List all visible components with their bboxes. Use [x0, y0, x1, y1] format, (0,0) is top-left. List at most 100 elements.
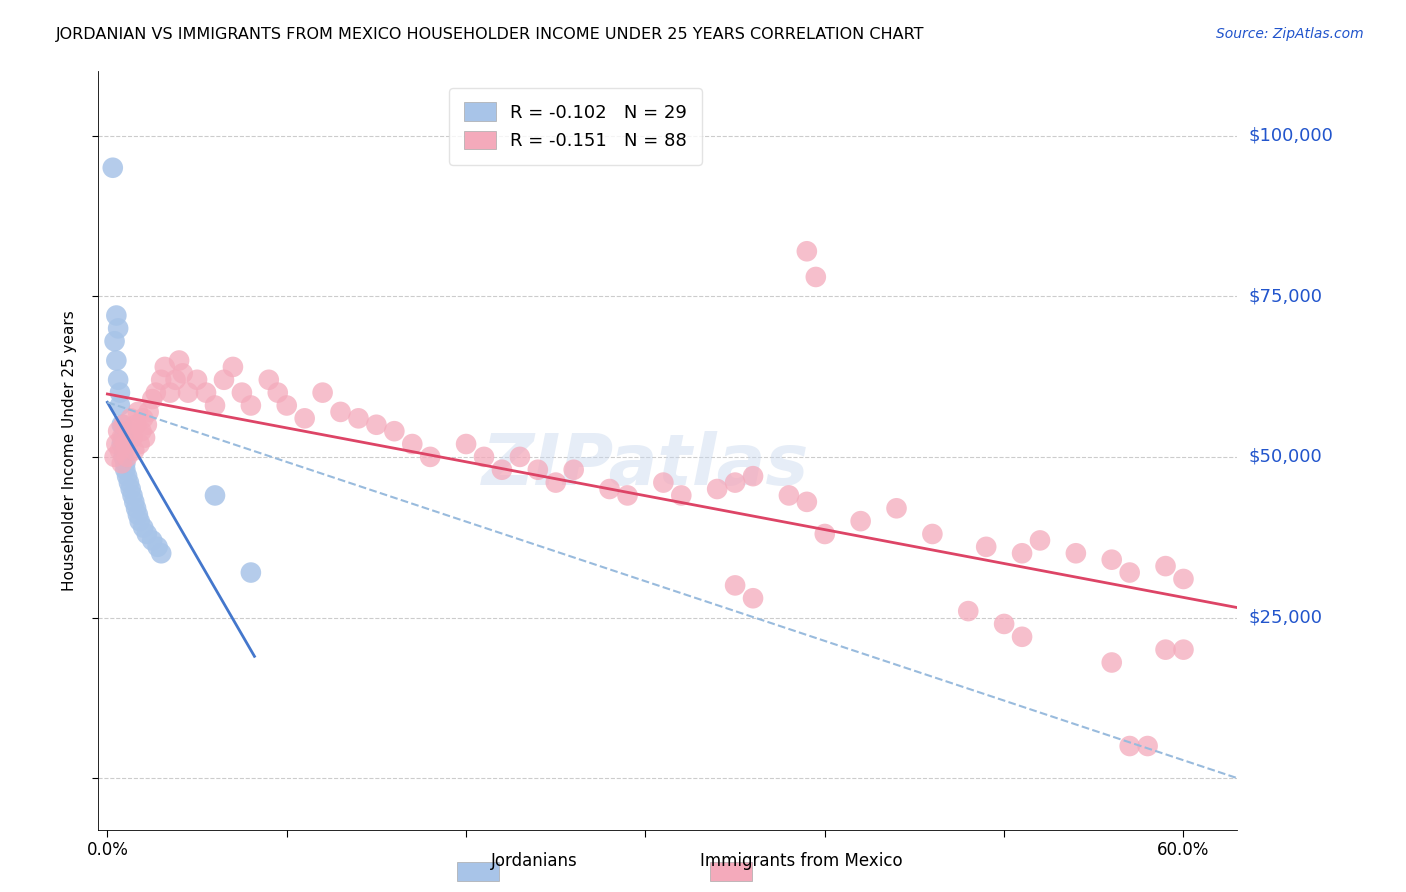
- Point: [150, 546, 173, 560]
- Point: [121, 431, 143, 445]
- Point: [103, 334, 125, 349]
- Point: [1118, 566, 1140, 580]
- Point: [153, 359, 176, 374]
- Point: [562, 463, 585, 477]
- Point: [472, 450, 495, 464]
- Point: [993, 616, 1015, 631]
- Legend: R = -0.102   N = 29, R = -0.151   N = 88: R = -0.102 N = 29, R = -0.151 N = 88: [449, 88, 702, 165]
- Point: [1011, 546, 1033, 560]
- Point: [135, 417, 157, 432]
- Point: [671, 488, 693, 502]
- Point: [165, 373, 187, 387]
- Text: $100,000: $100,000: [1249, 127, 1333, 145]
- Point: [1154, 642, 1177, 657]
- Point: [1136, 739, 1159, 753]
- Point: [138, 405, 160, 419]
- Point: [103, 450, 125, 464]
- Point: [111, 431, 134, 445]
- Point: [112, 450, 135, 464]
- Point: [849, 514, 872, 528]
- Y-axis label: Householder Income Under 25 years: Householder Income Under 25 years: [62, 310, 77, 591]
- Point: [108, 399, 131, 413]
- Text: $25,000: $25,000: [1249, 608, 1323, 626]
- Point: [128, 437, 150, 451]
- Point: [127, 508, 149, 522]
- Point: [419, 450, 441, 464]
- Point: [239, 399, 262, 413]
- Point: [134, 431, 156, 445]
- Point: [101, 161, 124, 175]
- Point: [257, 373, 280, 387]
- Point: [114, 463, 136, 477]
- Point: [150, 373, 173, 387]
- Point: [1029, 533, 1052, 548]
- Point: [167, 353, 190, 368]
- Point: [125, 501, 148, 516]
- Point: [115, 469, 138, 483]
- Point: [132, 520, 155, 534]
- Point: [796, 244, 818, 259]
- Point: [146, 540, 169, 554]
- Point: [124, 443, 146, 458]
- Point: [382, 424, 405, 438]
- Point: [724, 578, 747, 592]
- Point: [239, 566, 262, 580]
- Point: [111, 417, 134, 432]
- Point: [1118, 739, 1140, 753]
- Text: JORDANIAN VS IMMIGRANTS FROM MEXICO HOUSEHOLDER INCOME UNDER 25 YEARS CORRELATIO: JORDANIAN VS IMMIGRANTS FROM MEXICO HOUS…: [56, 27, 925, 42]
- Point: [118, 424, 141, 438]
- Point: [120, 482, 142, 496]
- Point: [1101, 656, 1123, 670]
- Point: [742, 469, 765, 483]
- Point: [527, 463, 550, 477]
- Point: [706, 482, 728, 496]
- Point: [141, 533, 163, 548]
- Point: [124, 495, 146, 509]
- Text: Source: ZipAtlas.com: Source: ZipAtlas.com: [1216, 27, 1364, 41]
- Point: [204, 488, 226, 502]
- Point: [114, 456, 136, 470]
- Point: [804, 270, 827, 285]
- Point: [112, 431, 135, 445]
- Text: $50,000: $50,000: [1249, 448, 1322, 466]
- Point: [267, 385, 290, 400]
- Point: [145, 385, 167, 400]
- Point: [127, 405, 149, 419]
- Point: [128, 514, 150, 528]
- Point: [1064, 546, 1087, 560]
- Point: [599, 482, 621, 496]
- Point: [111, 456, 134, 470]
- Point: [107, 424, 129, 438]
- Point: [231, 385, 253, 400]
- Point: [118, 475, 141, 490]
- Point: [141, 392, 163, 406]
- Point: [108, 385, 131, 400]
- Point: [491, 463, 513, 477]
- Point: [172, 367, 194, 381]
- Point: [454, 437, 477, 451]
- Point: [509, 450, 531, 464]
- Point: [131, 424, 153, 438]
- Point: [778, 488, 800, 502]
- Point: [1173, 642, 1195, 657]
- Point: [544, 475, 567, 490]
- Point: [120, 411, 142, 425]
- Point: [329, 405, 352, 419]
- Point: [401, 437, 423, 451]
- Point: [796, 495, 818, 509]
- Point: [177, 385, 200, 400]
- Point: [114, 437, 136, 451]
- Text: $75,000: $75,000: [1249, 287, 1323, 305]
- Text: ZIPatlas: ZIPatlas: [481, 431, 808, 500]
- Point: [886, 501, 908, 516]
- Point: [276, 399, 298, 413]
- Text: Immigrants from Mexico: Immigrants from Mexico: [700, 852, 903, 870]
- Point: [108, 443, 131, 458]
- Point: [742, 591, 765, 606]
- Point: [974, 540, 997, 554]
- Point: [105, 309, 128, 323]
- Point: [347, 411, 370, 425]
- Point: [814, 527, 837, 541]
- Point: [957, 604, 980, 618]
- Point: [294, 411, 316, 425]
